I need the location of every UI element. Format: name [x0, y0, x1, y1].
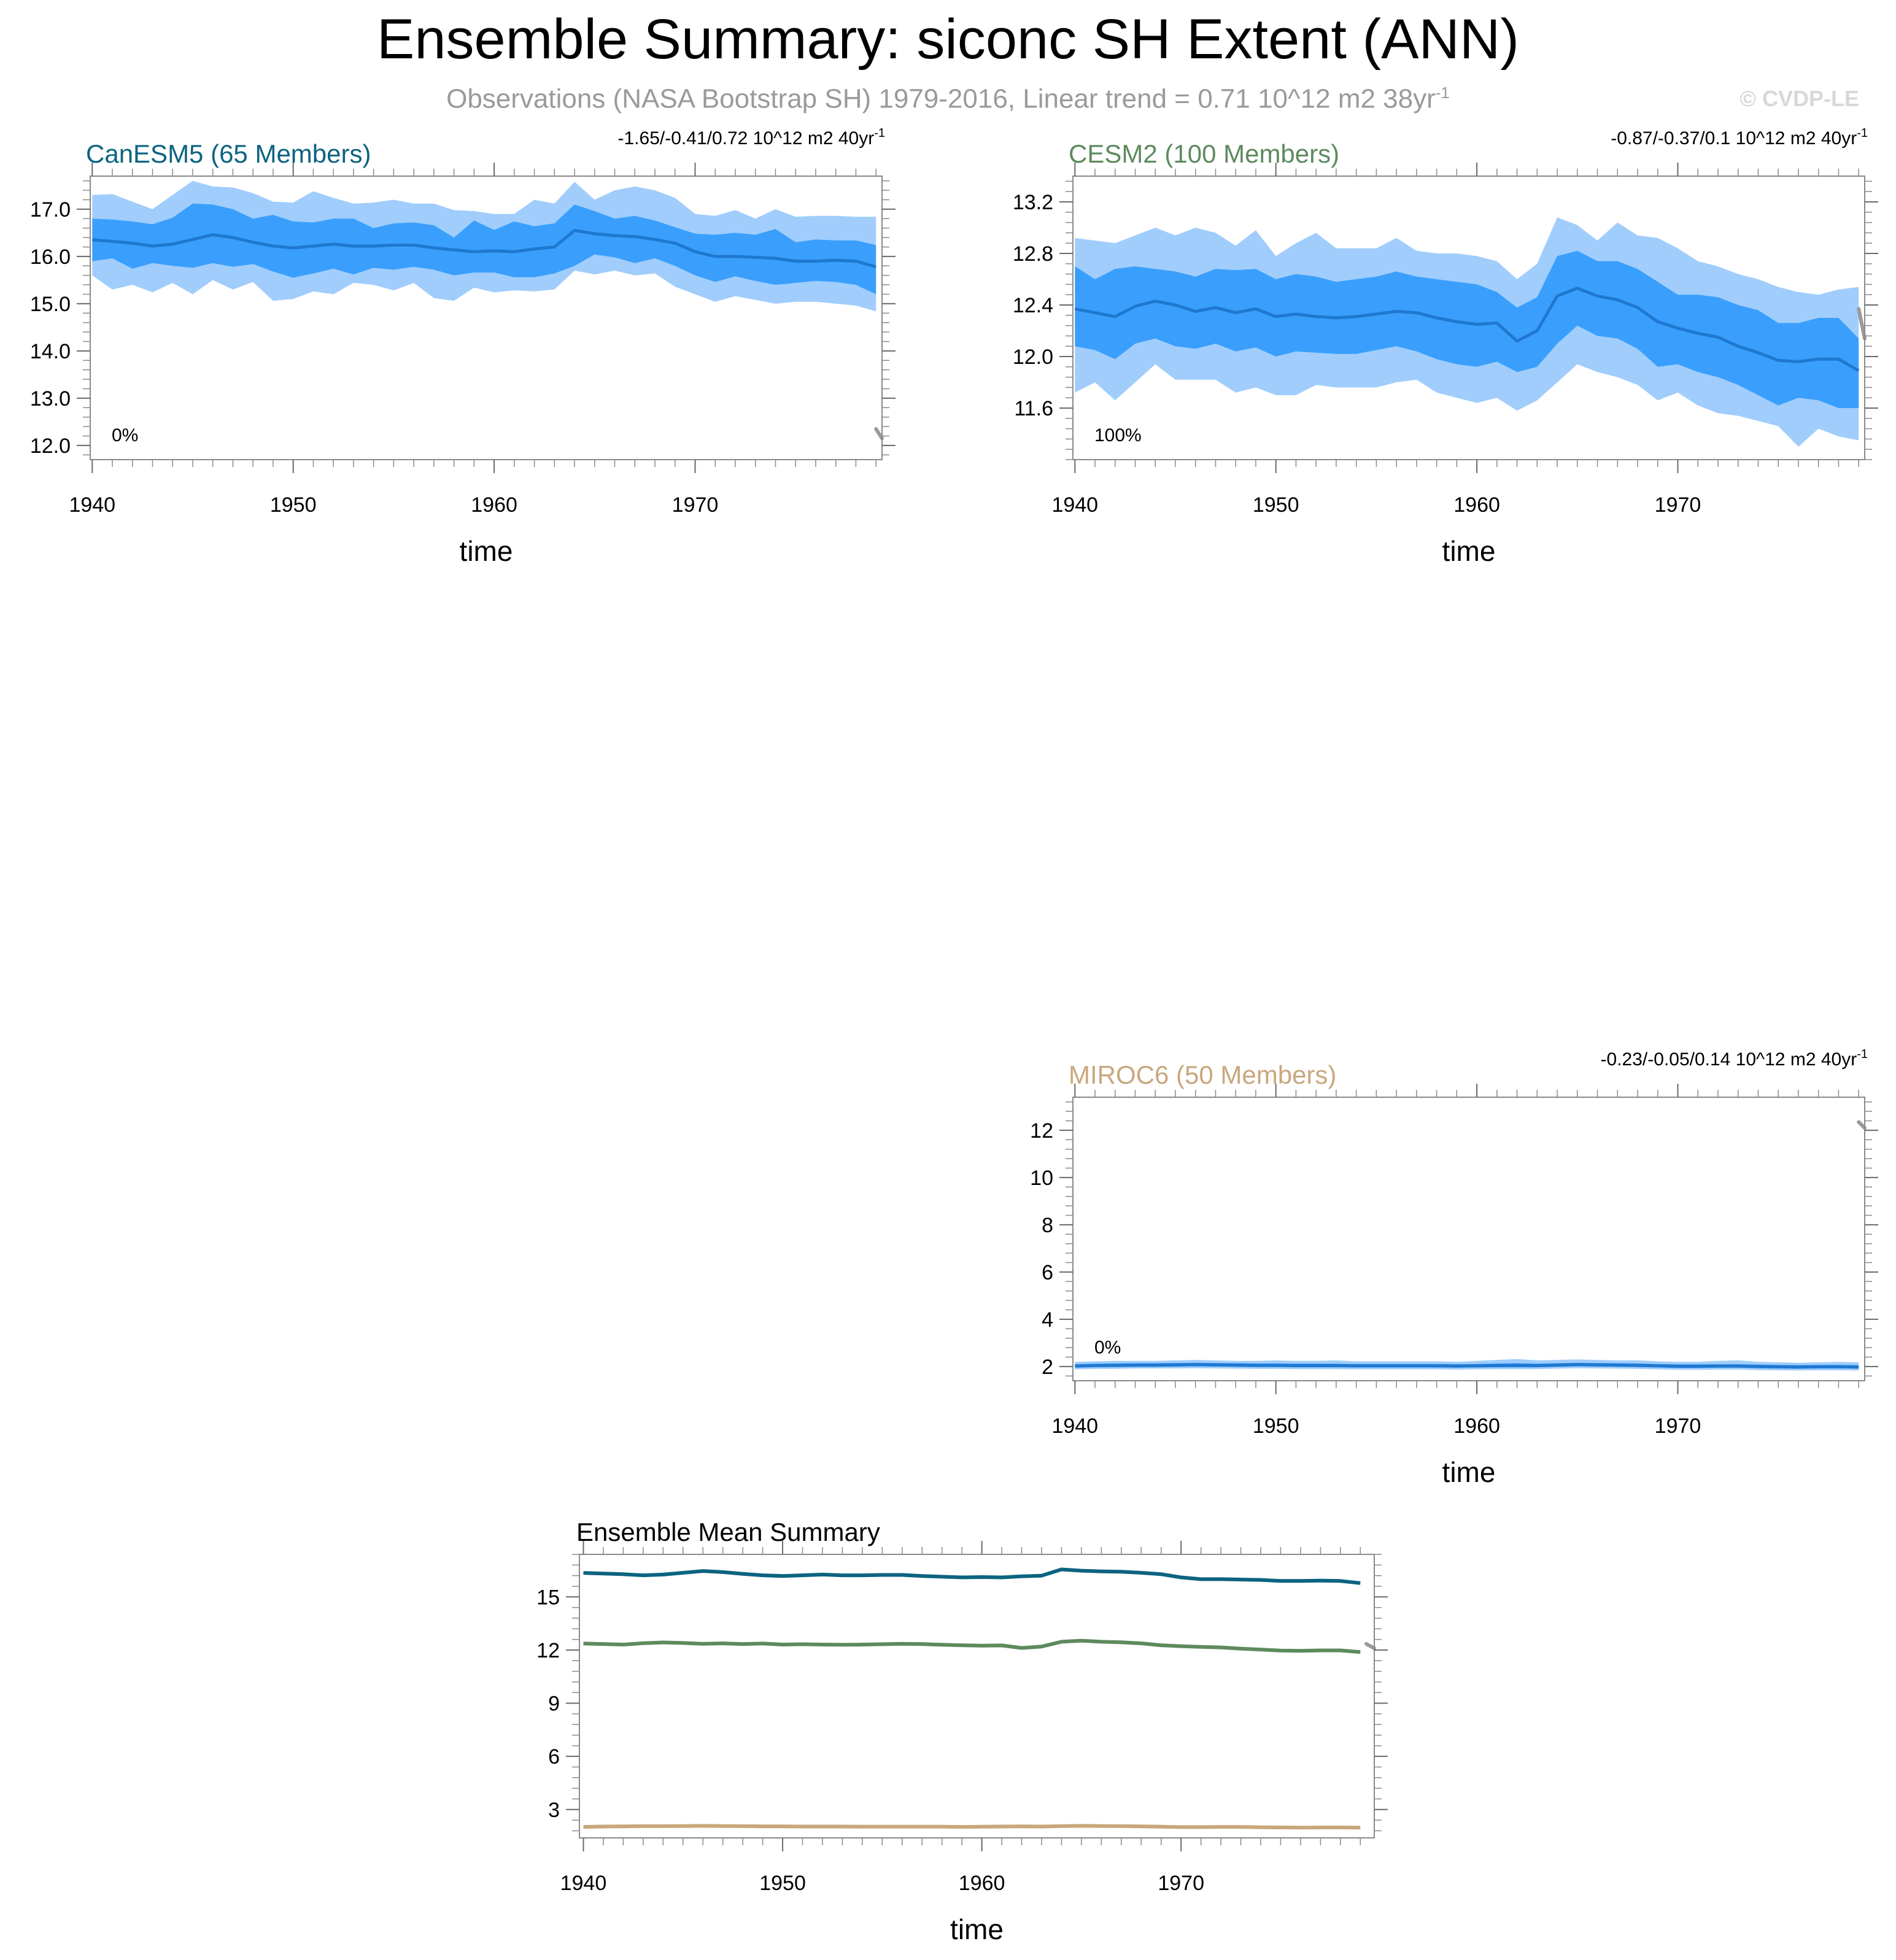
y-tick-label: 13.0	[30, 387, 71, 411]
y-tick-label: 17.0	[30, 198, 71, 222]
x-tick-label: 1950	[1253, 1414, 1299, 1438]
panel-title-miroc6: MIROC6 (50 Members)	[1069, 1060, 1336, 1089]
x-axis-title: time	[1442, 535, 1496, 567]
percent-label-miroc6: 0%	[1094, 1338, 1121, 1358]
subtitle-text: Observations (NASA Bootstrap SH) 1979-20…	[446, 83, 1436, 114]
figure-subtitle: Observations (NASA Bootstrap SH) 1979-20…	[0, 83, 1896, 115]
y-tick-label: 9	[548, 1692, 560, 1716]
x-axis-title: time	[950, 1913, 1004, 1945]
copyright-label: © CVDP-LE	[1739, 86, 1859, 111]
y-tick-label: 12.0	[1013, 345, 1053, 369]
figure-title: Ensemble Summary: siconc SH Extent (ANN)	[377, 8, 1519, 71]
panel-miroc6: MIROC6 (50 Members) -0.23/-0.05/0.14 10^1…	[1030, 1048, 1878, 1488]
plot-frame-cesm2	[1072, 176, 1865, 460]
y-tick-label: 6	[548, 1745, 560, 1769]
panel-title-ensemble-mean: Ensemble Mean Summary	[576, 1518, 880, 1546]
plot-area-cesm2	[1074, 217, 1860, 447]
plot-area-ensemble-mean	[583, 1567, 1361, 1830]
y-tick-label: 16.0	[30, 245, 71, 269]
y-tick-label: 10	[1030, 1167, 1053, 1190]
x-tick-label: 1940	[1051, 1414, 1098, 1438]
x-tick-label: 1960	[1453, 493, 1500, 517]
plot-frame-canesm5	[90, 176, 883, 460]
x-tick-label: 1970	[1655, 1414, 1701, 1438]
x-tick-label: 1950	[759, 1872, 806, 1895]
panel-title-cesm2: CESM2 (100 Members)	[1069, 139, 1339, 168]
plot-area-canesm5	[92, 180, 876, 312]
mean-line-cesm2	[583, 1638, 1361, 1654]
x-tick-label: 1940	[560, 1872, 607, 1895]
y-tick-label: 12	[1030, 1119, 1053, 1143]
obs-trend-segment-canesm5	[874, 426, 884, 441]
trend-label-miroc6: -0.23/-0.05/0.14 10^12 m2 40yr-1	[1601, 1048, 1868, 1070]
panel-canesm5: CanESM5 (65 Members) -1.65/-0.41/0.72 10^…	[30, 126, 896, 567]
obs-trend-segment-cesm2	[1857, 307, 1867, 341]
percent-label-canesm5: 0%	[112, 425, 138, 446]
y-tick-label: 13.2	[1013, 191, 1053, 214]
y-tick-label: 12.0	[30, 434, 71, 458]
y-tick-label: 12.4	[1013, 294, 1053, 317]
ensemble-mean-line-cesm2	[1074, 287, 1860, 372]
subtitle-superscript: -1	[1435, 83, 1450, 102]
panel-ensemble-mean: Ensemble Mean Summary 3 6 9 12 15 1940 1950 1960…	[536, 1518, 1388, 1945]
x-axis-title: time	[1442, 1456, 1496, 1488]
y-tick-label: 11.6	[1014, 397, 1053, 420]
x-tick-label: 1970	[1655, 493, 1701, 517]
trend-label-canesm5: -1.65/-0.41/0.72 10^12 m2 40yr-1	[618, 126, 885, 149]
obs-trend-segment-miroc6	[1857, 1120, 1867, 1130]
x-tick-label: 1950	[1253, 493, 1299, 517]
y-tick-label: 12	[536, 1639, 560, 1662]
y-tick-label: 12.8	[1013, 242, 1053, 266]
plot-frame-ensemble-mean	[579, 1554, 1375, 1838]
x-tick-label: 1960	[1453, 1414, 1500, 1438]
plot-frame-miroc6	[1072, 1097, 1865, 1381]
panel-cesm2: CESM2 (100 Members) -0.87/-0.37/0.1 10^12…	[1013, 126, 1878, 567]
x-axis-title: time	[460, 535, 513, 567]
y-tick-label: 14.0	[30, 340, 71, 363]
x-tick-label: 1950	[270, 493, 317, 517]
trend-label-cesm2: -0.87/-0.37/0.1 10^12 m2 40yr-1	[1611, 126, 1868, 149]
y-tick-label: 15.0	[30, 293, 71, 316]
y-tick-label: 8	[1042, 1214, 1053, 1237]
mean-line-canesm5	[583, 1567, 1361, 1585]
plot-area-miroc6	[1075, 1359, 1859, 1371]
y-tick-label: 6	[1042, 1261, 1053, 1284]
x-tick-label: 1970	[672, 493, 719, 517]
p10-p90-band-cesm2	[1075, 250, 1859, 408]
p10-p90-band-canesm5	[92, 203, 876, 295]
y-tick-label: 15	[536, 1586, 560, 1609]
y-tick-label: 2	[1042, 1356, 1053, 1379]
x-tick-label: 1960	[959, 1872, 1005, 1895]
obs-trend-segment-ensemble-mean	[1364, 1642, 1376, 1651]
y-tick-label: 4	[1042, 1308, 1053, 1332]
x-tick-label: 1940	[69, 493, 115, 517]
panel-title-canesm5: CanESM5 (65 Members)	[86, 139, 371, 168]
x-tick-label: 1970	[1158, 1872, 1204, 1895]
mean-line-miroc6	[583, 1824, 1361, 1830]
y-tick-label: 3	[548, 1799, 560, 1822]
ensemble-mean-line-miroc6	[1075, 1363, 1859, 1369]
x-tick-label: 1940	[1051, 493, 1098, 517]
ensemble-mean-line-canesm5	[92, 229, 876, 269]
percent-label-cesm2: 100%	[1094, 425, 1142, 446]
x-tick-label: 1960	[471, 493, 517, 517]
